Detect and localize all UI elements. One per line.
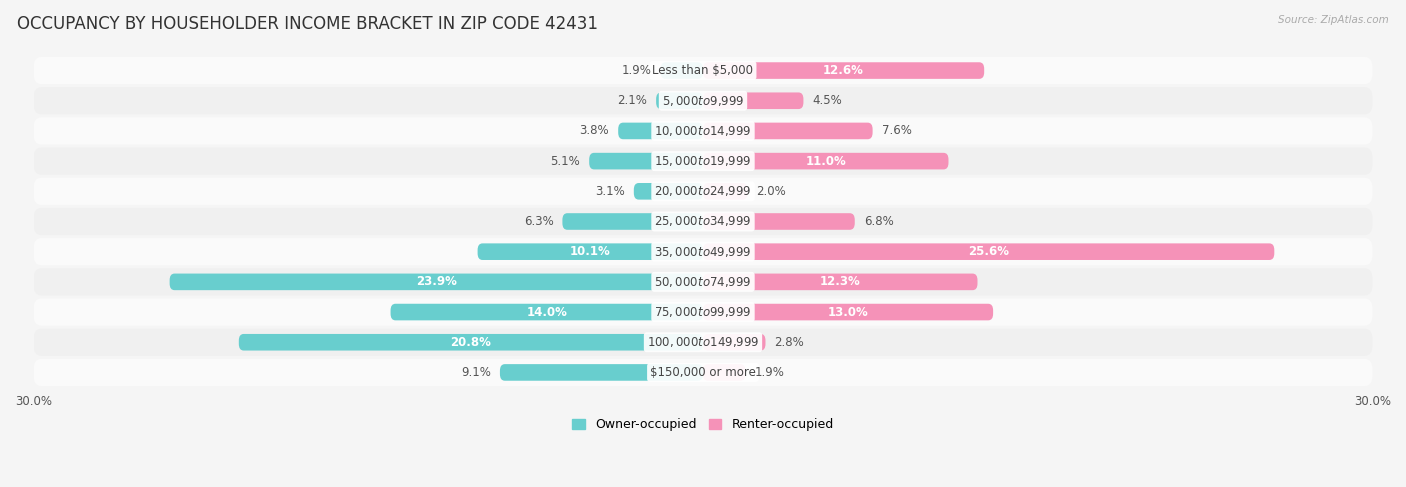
FancyBboxPatch shape — [703, 213, 855, 230]
Text: 23.9%: 23.9% — [416, 275, 457, 288]
FancyBboxPatch shape — [634, 183, 703, 200]
Text: 10.1%: 10.1% — [569, 245, 610, 258]
FancyBboxPatch shape — [34, 148, 1372, 175]
FancyBboxPatch shape — [170, 274, 703, 290]
FancyBboxPatch shape — [562, 213, 703, 230]
Text: 6.3%: 6.3% — [523, 215, 554, 228]
Text: 12.3%: 12.3% — [820, 275, 860, 288]
Text: $35,000 to $49,999: $35,000 to $49,999 — [654, 244, 752, 259]
FancyBboxPatch shape — [703, 304, 993, 320]
Text: $25,000 to $34,999: $25,000 to $34,999 — [654, 214, 752, 228]
FancyBboxPatch shape — [703, 364, 745, 381]
FancyBboxPatch shape — [703, 334, 765, 351]
Text: $5,000 to $9,999: $5,000 to $9,999 — [662, 94, 744, 108]
Text: $150,000 or more: $150,000 or more — [650, 366, 756, 379]
Text: 1.9%: 1.9% — [621, 64, 651, 77]
Text: 14.0%: 14.0% — [526, 305, 567, 318]
Text: $15,000 to $19,999: $15,000 to $19,999 — [654, 154, 752, 168]
FancyBboxPatch shape — [34, 329, 1372, 356]
FancyBboxPatch shape — [619, 123, 703, 139]
Text: $75,000 to $99,999: $75,000 to $99,999 — [654, 305, 752, 319]
Text: $10,000 to $14,999: $10,000 to $14,999 — [654, 124, 752, 138]
FancyBboxPatch shape — [239, 334, 703, 351]
Text: 11.0%: 11.0% — [806, 155, 846, 168]
FancyBboxPatch shape — [34, 238, 1372, 265]
Text: 5.1%: 5.1% — [551, 155, 581, 168]
FancyBboxPatch shape — [657, 93, 703, 109]
Text: 20.8%: 20.8% — [450, 336, 491, 349]
Text: Source: ZipAtlas.com: Source: ZipAtlas.com — [1278, 15, 1389, 25]
FancyBboxPatch shape — [703, 244, 1274, 260]
Text: 4.5%: 4.5% — [813, 94, 842, 107]
Text: 2.1%: 2.1% — [617, 94, 647, 107]
Text: 2.0%: 2.0% — [756, 185, 786, 198]
FancyBboxPatch shape — [34, 268, 1372, 296]
FancyBboxPatch shape — [501, 364, 703, 381]
Text: 7.6%: 7.6% — [882, 125, 911, 137]
FancyBboxPatch shape — [703, 123, 873, 139]
FancyBboxPatch shape — [478, 244, 703, 260]
FancyBboxPatch shape — [34, 87, 1372, 114]
Text: 2.8%: 2.8% — [775, 336, 804, 349]
Text: 1.9%: 1.9% — [755, 366, 785, 379]
FancyBboxPatch shape — [34, 299, 1372, 326]
Text: 12.6%: 12.6% — [823, 64, 865, 77]
Text: 25.6%: 25.6% — [969, 245, 1010, 258]
Text: Less than $5,000: Less than $5,000 — [652, 64, 754, 77]
FancyBboxPatch shape — [34, 208, 1372, 235]
FancyBboxPatch shape — [34, 178, 1372, 205]
FancyBboxPatch shape — [703, 274, 977, 290]
Text: 6.8%: 6.8% — [863, 215, 893, 228]
Text: $50,000 to $74,999: $50,000 to $74,999 — [654, 275, 752, 289]
FancyBboxPatch shape — [34, 57, 1372, 84]
Text: 3.8%: 3.8% — [579, 125, 609, 137]
Text: 13.0%: 13.0% — [828, 305, 869, 318]
Text: 9.1%: 9.1% — [461, 366, 491, 379]
FancyBboxPatch shape — [34, 117, 1372, 145]
Text: $20,000 to $24,999: $20,000 to $24,999 — [654, 184, 752, 198]
FancyBboxPatch shape — [589, 153, 703, 169]
Legend: Owner-occupied, Renter-occupied: Owner-occupied, Renter-occupied — [568, 413, 838, 436]
FancyBboxPatch shape — [661, 62, 703, 79]
Text: 3.1%: 3.1% — [595, 185, 624, 198]
Text: OCCUPANCY BY HOUSEHOLDER INCOME BRACKET IN ZIP CODE 42431: OCCUPANCY BY HOUSEHOLDER INCOME BRACKET … — [17, 15, 598, 33]
FancyBboxPatch shape — [703, 183, 748, 200]
FancyBboxPatch shape — [703, 153, 949, 169]
FancyBboxPatch shape — [391, 304, 703, 320]
FancyBboxPatch shape — [703, 62, 984, 79]
FancyBboxPatch shape — [703, 93, 803, 109]
FancyBboxPatch shape — [34, 359, 1372, 386]
Text: $100,000 to $149,999: $100,000 to $149,999 — [647, 335, 759, 349]
